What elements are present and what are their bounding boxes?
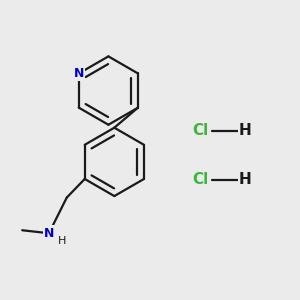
Text: N: N — [74, 67, 84, 80]
Text: H: H — [239, 123, 251, 138]
Text: Cl: Cl — [192, 172, 209, 187]
Text: H: H — [239, 172, 251, 187]
Text: Cl: Cl — [192, 123, 209, 138]
Text: N: N — [44, 227, 54, 240]
Text: H: H — [58, 236, 67, 246]
